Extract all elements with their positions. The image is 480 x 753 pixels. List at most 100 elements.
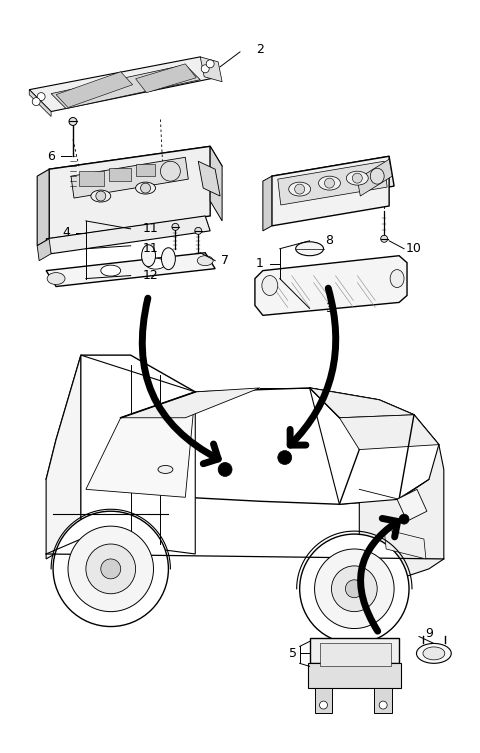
- Polygon shape: [49, 146, 210, 239]
- FancyArrowPatch shape: [142, 298, 218, 464]
- Polygon shape: [37, 239, 51, 261]
- Text: 12: 12: [143, 269, 158, 282]
- Text: 8: 8: [325, 234, 334, 247]
- Text: 7: 7: [221, 255, 229, 267]
- Polygon shape: [136, 64, 196, 93]
- Polygon shape: [255, 256, 407, 316]
- Circle shape: [160, 161, 180, 181]
- Circle shape: [86, 544, 136, 593]
- Circle shape: [278, 450, 292, 465]
- Polygon shape: [310, 388, 439, 505]
- Polygon shape: [357, 160, 392, 196]
- Circle shape: [218, 462, 232, 477]
- Polygon shape: [46, 355, 195, 497]
- Polygon shape: [37, 169, 49, 245]
- Polygon shape: [46, 253, 215, 287]
- Polygon shape: [29, 90, 51, 117]
- Polygon shape: [86, 392, 195, 497]
- Polygon shape: [51, 65, 200, 108]
- Circle shape: [314, 549, 394, 629]
- FancyArrowPatch shape: [290, 288, 336, 445]
- Polygon shape: [200, 57, 222, 82]
- Polygon shape: [49, 146, 222, 189]
- Circle shape: [201, 65, 209, 73]
- Ellipse shape: [47, 273, 65, 285]
- Ellipse shape: [136, 182, 156, 194]
- Circle shape: [399, 514, 409, 524]
- Circle shape: [195, 227, 202, 234]
- Polygon shape: [136, 164, 156, 176]
- Circle shape: [381, 236, 388, 242]
- Text: 4: 4: [62, 227, 70, 239]
- Circle shape: [379, 701, 387, 709]
- Polygon shape: [120, 388, 260, 418]
- Text: 10: 10: [406, 242, 422, 255]
- Circle shape: [68, 526, 154, 611]
- Text: 6: 6: [47, 150, 55, 163]
- Polygon shape: [278, 161, 387, 205]
- Polygon shape: [310, 388, 414, 418]
- Polygon shape: [397, 489, 427, 521]
- Text: 5: 5: [288, 647, 297, 660]
- Polygon shape: [71, 157, 188, 198]
- Ellipse shape: [145, 258, 166, 269]
- Text: 11: 11: [143, 222, 158, 236]
- Ellipse shape: [347, 171, 368, 185]
- Polygon shape: [374, 688, 392, 713]
- Polygon shape: [210, 146, 222, 221]
- Circle shape: [346, 580, 363, 598]
- Ellipse shape: [390, 270, 404, 288]
- Ellipse shape: [296, 242, 324, 256]
- Polygon shape: [46, 355, 81, 559]
- Polygon shape: [263, 176, 272, 231]
- Polygon shape: [56, 72, 132, 108]
- Polygon shape: [81, 355, 195, 554]
- Ellipse shape: [161, 248, 175, 270]
- Circle shape: [206, 59, 214, 68]
- Circle shape: [324, 178, 335, 188]
- Polygon shape: [46, 216, 210, 254]
- Circle shape: [332, 566, 377, 611]
- Text: 9: 9: [425, 627, 433, 640]
- Polygon shape: [79, 171, 104, 186]
- Polygon shape: [46, 388, 439, 505]
- Ellipse shape: [197, 256, 213, 266]
- Circle shape: [172, 224, 179, 230]
- Circle shape: [96, 191, 106, 201]
- Ellipse shape: [288, 182, 311, 196]
- Circle shape: [352, 173, 362, 183]
- Polygon shape: [360, 400, 444, 579]
- Circle shape: [69, 117, 77, 126]
- Circle shape: [320, 701, 327, 709]
- Ellipse shape: [262, 276, 278, 295]
- Ellipse shape: [101, 265, 120, 276]
- Polygon shape: [109, 168, 131, 181]
- Polygon shape: [198, 161, 220, 196]
- Ellipse shape: [417, 644, 451, 663]
- Polygon shape: [384, 529, 426, 559]
- Ellipse shape: [370, 168, 384, 184]
- Polygon shape: [272, 157, 389, 226]
- Circle shape: [53, 511, 168, 626]
- Circle shape: [101, 559, 120, 579]
- Ellipse shape: [319, 176, 340, 190]
- Ellipse shape: [423, 647, 445, 660]
- Circle shape: [141, 183, 151, 193]
- Polygon shape: [314, 688, 333, 713]
- Ellipse shape: [91, 190, 111, 202]
- Text: 2: 2: [256, 44, 264, 56]
- Text: 1: 1: [256, 258, 264, 270]
- Text: 3: 3: [325, 302, 334, 315]
- Polygon shape: [272, 157, 394, 206]
- FancyArrowPatch shape: [360, 518, 397, 631]
- Polygon shape: [29, 57, 220, 111]
- Circle shape: [37, 93, 45, 101]
- Text: 11: 11: [143, 242, 158, 255]
- Polygon shape: [310, 639, 399, 663]
- Ellipse shape: [142, 245, 156, 267]
- Polygon shape: [320, 644, 391, 666]
- Circle shape: [295, 184, 305, 194]
- Circle shape: [32, 98, 40, 105]
- Ellipse shape: [158, 465, 173, 474]
- Polygon shape: [308, 663, 401, 688]
